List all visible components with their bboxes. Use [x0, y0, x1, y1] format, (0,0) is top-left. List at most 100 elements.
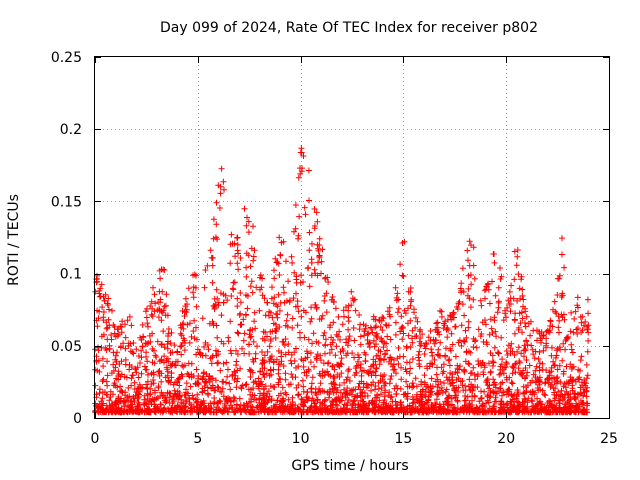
data-point: [280, 363, 287, 369]
data-point: [362, 393, 369, 400]
data-point: [558, 387, 565, 394]
data-point: [301, 204, 308, 211]
data-point: [450, 309, 457, 316]
data-point: [484, 382, 491, 389]
data-point: [234, 260, 241, 267]
data-point: [209, 318, 216, 325]
data-point: [223, 396, 230, 402]
data-point: [516, 403, 523, 410]
data-point: [302, 211, 309, 218]
data-point: [257, 272, 264, 279]
data-point: [584, 348, 591, 355]
data-point: [176, 393, 183, 400]
data-point: [235, 250, 242, 257]
data-point: [262, 312, 269, 319]
data-point: [510, 364, 517, 371]
data-point: [491, 344, 498, 351]
data-point: [376, 404, 383, 411]
data-point: [133, 369, 140, 376]
data-point: [553, 392, 560, 399]
data-point: [308, 256, 315, 263]
data-point: [468, 381, 475, 388]
data-point: [271, 275, 278, 282]
data-point: [405, 320, 411, 327]
data-point: [506, 406, 513, 413]
data-point: [339, 346, 346, 352]
data-point: [398, 364, 404, 371]
data-point: [259, 292, 266, 299]
data-point: [569, 377, 576, 384]
data-point: [433, 371, 440, 378]
data-point: [148, 311, 155, 318]
data-point: [240, 402, 247, 408]
data-point: [563, 379, 570, 386]
data-point: [399, 336, 406, 343]
data-point: [306, 247, 313, 254]
data-point: [265, 312, 272, 319]
data-point: [519, 286, 526, 293]
data-point: [130, 372, 136, 379]
data-point: [537, 386, 544, 393]
data-point: [255, 375, 262, 382]
data-point: [433, 407, 440, 414]
data-point: [454, 306, 461, 312]
data-point: [273, 401, 279, 408]
data-point: [250, 409, 257, 416]
data-point: [448, 330, 455, 337]
data-point: [378, 356, 384, 363]
data-point: [135, 353, 142, 359]
data-point: [190, 294, 197, 301]
data-point: [449, 374, 456, 381]
data-point: [152, 409, 159, 416]
data-point: [190, 373, 197, 379]
data-point: [421, 372, 428, 379]
data-point: [268, 295, 275, 302]
data-point: [266, 343, 273, 350]
data-point: [466, 238, 473, 245]
data-point: [510, 403, 517, 410]
data-point: [232, 369, 238, 376]
data-point: [96, 386, 103, 393]
data-point: [278, 353, 285, 360]
data-point: [405, 332, 412, 339]
data-point: [493, 333, 500, 340]
data-point: [150, 380, 157, 387]
data-point: [388, 373, 395, 379]
data-point: [368, 363, 375, 370]
data-point: [338, 370, 345, 377]
data-point: [394, 385, 401, 392]
data-point: [285, 341, 292, 347]
data-point: [152, 405, 158, 412]
data-point: [174, 348, 181, 355]
data-point: [305, 368, 312, 374]
data-point: [171, 387, 178, 394]
data-point: [345, 314, 352, 321]
data-point: [126, 408, 133, 415]
data-point: [234, 241, 241, 248]
data-point: [544, 400, 551, 406]
data-point: [293, 276, 300, 283]
data-point: [94, 367, 101, 374]
data-point: [465, 257, 471, 264]
data-point: [447, 345, 454, 352]
data-point: [241, 330, 248, 337]
data-point: [150, 377, 157, 383]
data-point: [265, 396, 272, 403]
data-point: [220, 378, 227, 385]
x-tick-label: 15: [394, 431, 412, 447]
data-point: [372, 358, 379, 365]
data-point: [514, 247, 521, 253]
data-point: [163, 291, 170, 298]
data-point: [100, 309, 107, 315]
data-point: [552, 385, 559, 392]
data-point: [585, 310, 592, 317]
data-point: [508, 340, 515, 347]
data-point: [562, 384, 569, 391]
data-point: [378, 391, 384, 398]
data-point: [460, 337, 467, 344]
data-point: [493, 390, 500, 397]
data-point: [139, 408, 145, 415]
data-point: [185, 360, 192, 367]
data-point: [308, 397, 315, 404]
data-point: [377, 348, 384, 355]
